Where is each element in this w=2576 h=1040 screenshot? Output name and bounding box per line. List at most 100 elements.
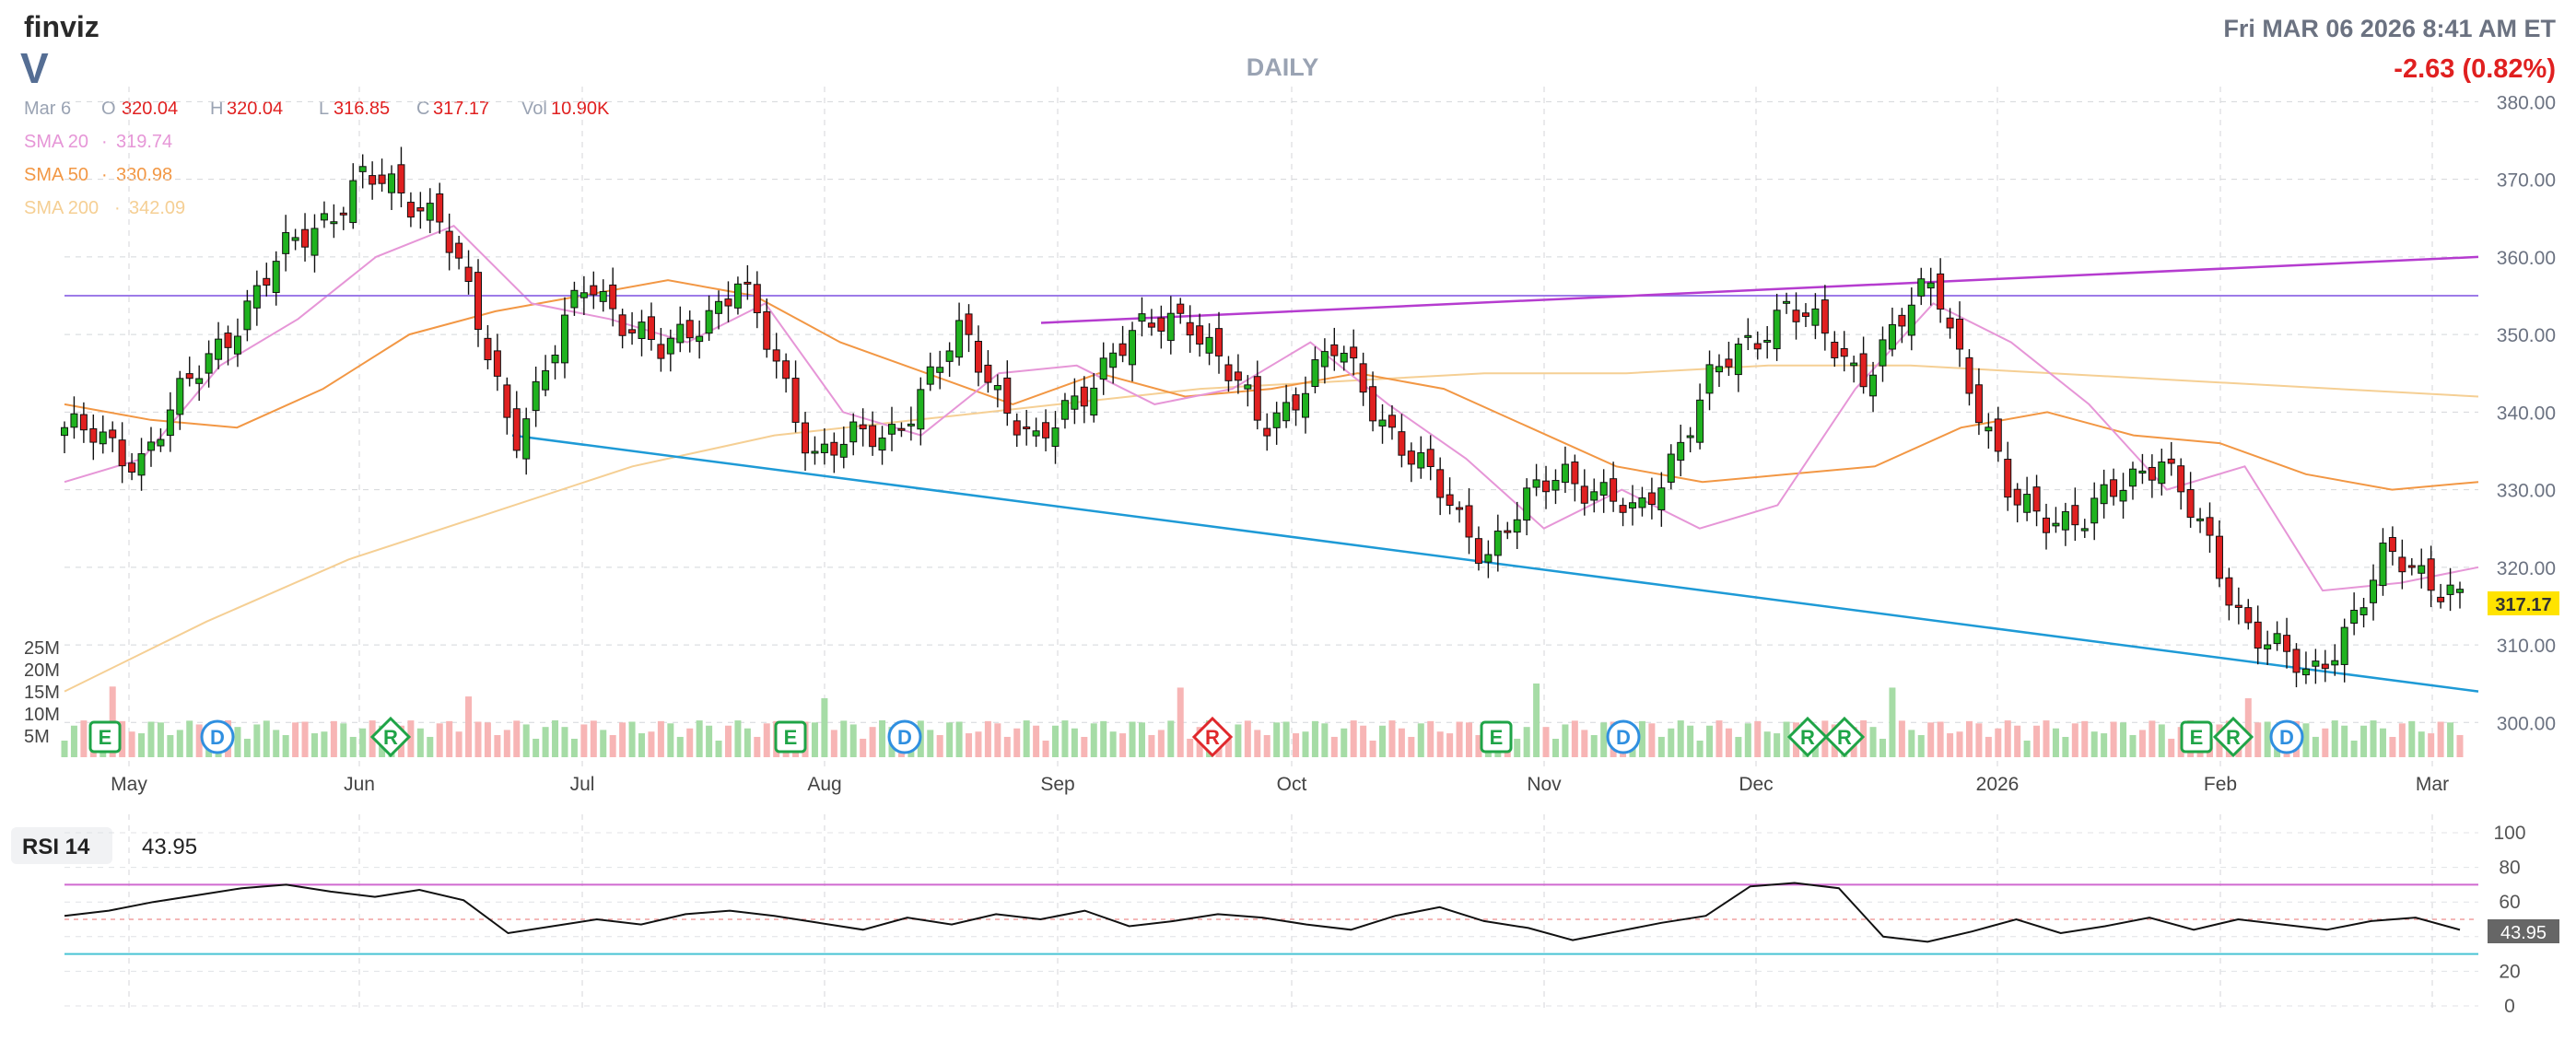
volume-bar: [715, 740, 722, 757]
volume-bar: [1138, 722, 1145, 757]
candle-body: [2407, 565, 2416, 568]
candle-body: [233, 335, 241, 355]
candle-body: [763, 310, 771, 350]
candle-body: [2004, 459, 2012, 498]
candle-body: [282, 232, 290, 254]
volume-bar: [2244, 698, 2252, 757]
candle-body: [1734, 344, 1742, 376]
candle-body: [79, 414, 88, 431]
candle-body: [455, 242, 463, 259]
candle-body: [1696, 399, 1704, 443]
y-tick-label: 340.00: [2497, 403, 2556, 424]
volume-bar: [2418, 731, 2425, 757]
volume-bar: [2090, 731, 2098, 757]
candle-body: [330, 221, 338, 225]
candle-body: [580, 292, 588, 298]
candle-body: [2061, 510, 2069, 531]
candle-body: [1744, 334, 1752, 338]
candle-body: [1147, 322, 1155, 328]
candle-body: [484, 337, 492, 361]
candle-body: [1023, 427, 1031, 430]
candle-body: [1773, 310, 1781, 350]
volume-bar: [2312, 736, 2319, 757]
volume-bar: [2168, 738, 2175, 757]
volume-bar: [1398, 728, 1405, 757]
volume-bar: [2322, 728, 2329, 757]
candle-body: [2331, 660, 2339, 666]
rsi-tick-label: 0: [2504, 996, 2515, 1017]
candle-body: [1465, 505, 1473, 538]
volume-bar: [282, 734, 289, 757]
volume-bar: [1417, 723, 1424, 757]
candle-body: [1869, 374, 1878, 397]
candle-body: [1561, 463, 1569, 484]
candle-body: [1580, 485, 1588, 504]
candle-body: [70, 413, 78, 428]
candle-body: [1292, 394, 1300, 411]
volume-bar: [513, 720, 521, 757]
candle-body: [1879, 339, 1887, 367]
candle-body: [1610, 478, 1618, 502]
volume-bar: [1475, 734, 1482, 757]
candle-body: [907, 423, 915, 427]
candle-body: [1484, 554, 1493, 563]
event-marker-earnings: [774, 720, 807, 754]
candle-body: [724, 298, 732, 307]
volume-bar: [1571, 720, 1578, 757]
event-marker-label: E: [1490, 726, 1504, 749]
candle-body: [2071, 505, 2079, 526]
candle-body: [2090, 497, 2099, 524]
candle-body: [618, 314, 626, 336]
candle-body: [1850, 362, 1858, 367]
candle-body: [1619, 505, 1627, 513]
candle-body: [2283, 635, 2291, 652]
candle-body: [1974, 384, 1983, 424]
volume-bar: [1436, 731, 1444, 757]
candle-body: [1513, 519, 1521, 533]
rsi-label-box: [11, 827, 112, 864]
volume-bar: [763, 723, 770, 757]
candle-body: [1060, 400, 1069, 420]
event-marker-label: R: [1205, 726, 1220, 749]
sma20-line: [64, 225, 2479, 592]
candle-body: [570, 289, 579, 309]
candle-body: [118, 439, 126, 467]
candle-body: [811, 450, 819, 454]
candle-body: [647, 316, 655, 340]
volume-bar: [994, 723, 1001, 757]
volume-bar: [2360, 725, 2368, 757]
candle-body: [2264, 644, 2272, 650]
candle-body: [272, 261, 280, 293]
candle-body: [1571, 462, 1579, 485]
event-marker-label: D: [1616, 726, 1631, 749]
volume-bar: [552, 720, 559, 757]
candle-body: [1186, 321, 1194, 336]
candle-body: [1985, 427, 1993, 432]
x-tick-label: Oct: [1277, 774, 1307, 795]
volume-bar: [1167, 720, 1175, 757]
candle-body: [666, 337, 674, 355]
candle-body: [628, 329, 637, 333]
candle-body: [2080, 528, 2089, 532]
candle-body: [955, 320, 964, 358]
sma50-label: SMA 50: [24, 165, 88, 185]
volume-bar: [349, 736, 357, 757]
volume-bar: [176, 730, 183, 757]
volume-bar: [1379, 725, 1387, 757]
candle-body: [89, 427, 98, 443]
candle-body: [1166, 312, 1175, 342]
candle-body: [820, 443, 828, 453]
candle-body: [224, 333, 232, 348]
candle-body: [2340, 626, 2348, 665]
finviz-logo[interactable]: finviz: [24, 10, 100, 43]
volume-bar: [2428, 733, 2435, 757]
volume-bar: [1235, 724, 1242, 757]
candle-body: [599, 290, 607, 302]
volume-bar: [1783, 721, 1790, 757]
candle-body: [358, 166, 367, 172]
volume-bar: [1157, 730, 1165, 757]
candle-body: [782, 360, 790, 380]
volume-bar: [2254, 722, 2262, 757]
volume-bar: [2120, 722, 2127, 757]
candle-body: [859, 424, 867, 430]
